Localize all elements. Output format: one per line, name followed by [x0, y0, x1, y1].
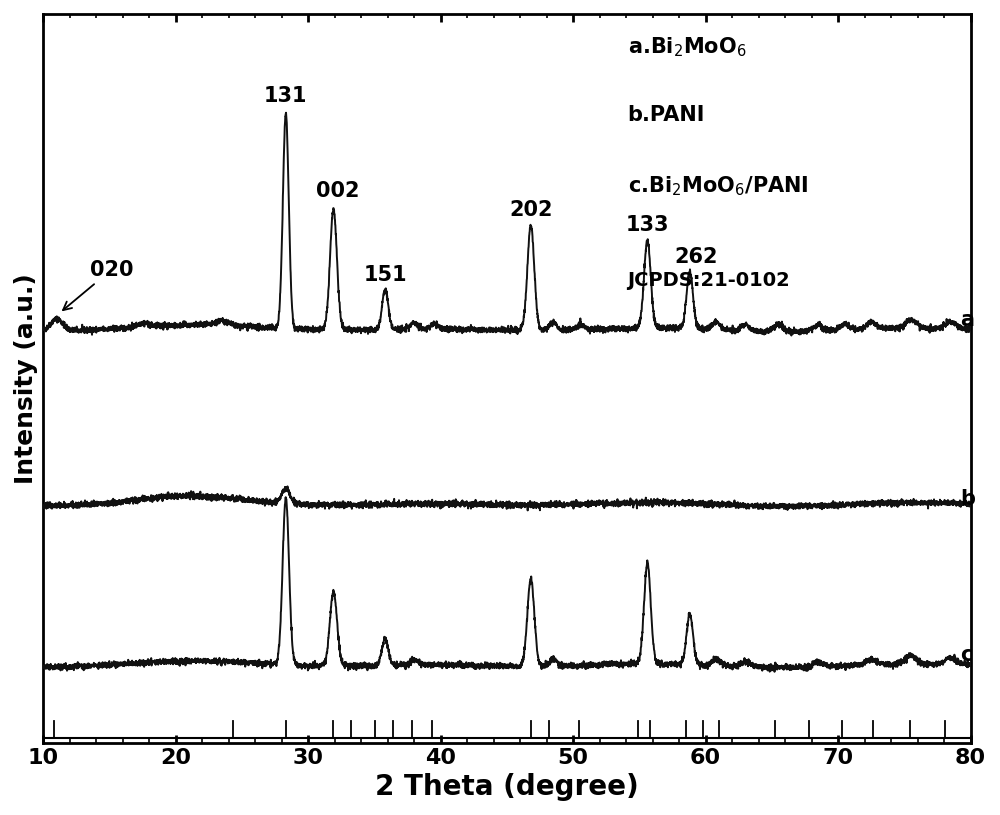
Text: b.PANI: b.PANI	[628, 105, 705, 125]
Text: c.Bi$_2$MoO$_6$/PANI: c.Bi$_2$MoO$_6$/PANI	[628, 174, 808, 198]
Text: 202: 202	[509, 200, 553, 220]
Text: 131: 131	[264, 86, 308, 106]
Text: JCPDS:21-0102: JCPDS:21-0102	[628, 271, 790, 290]
Text: b: b	[960, 489, 975, 509]
Text: c: c	[960, 645, 972, 665]
Text: 002: 002	[316, 182, 359, 201]
Text: 020: 020	[63, 260, 133, 311]
Text: a: a	[960, 310, 974, 329]
Text: 262: 262	[675, 247, 718, 267]
Text: a.Bi$_2$MoO$_6$: a.Bi$_2$MoO$_6$	[628, 36, 746, 59]
Y-axis label: Intensity (a.u.): Intensity (a.u.)	[14, 273, 38, 483]
Text: 151: 151	[363, 265, 407, 284]
X-axis label: 2 Theta (degree): 2 Theta (degree)	[375, 773, 639, 801]
Text: 133: 133	[626, 215, 669, 236]
